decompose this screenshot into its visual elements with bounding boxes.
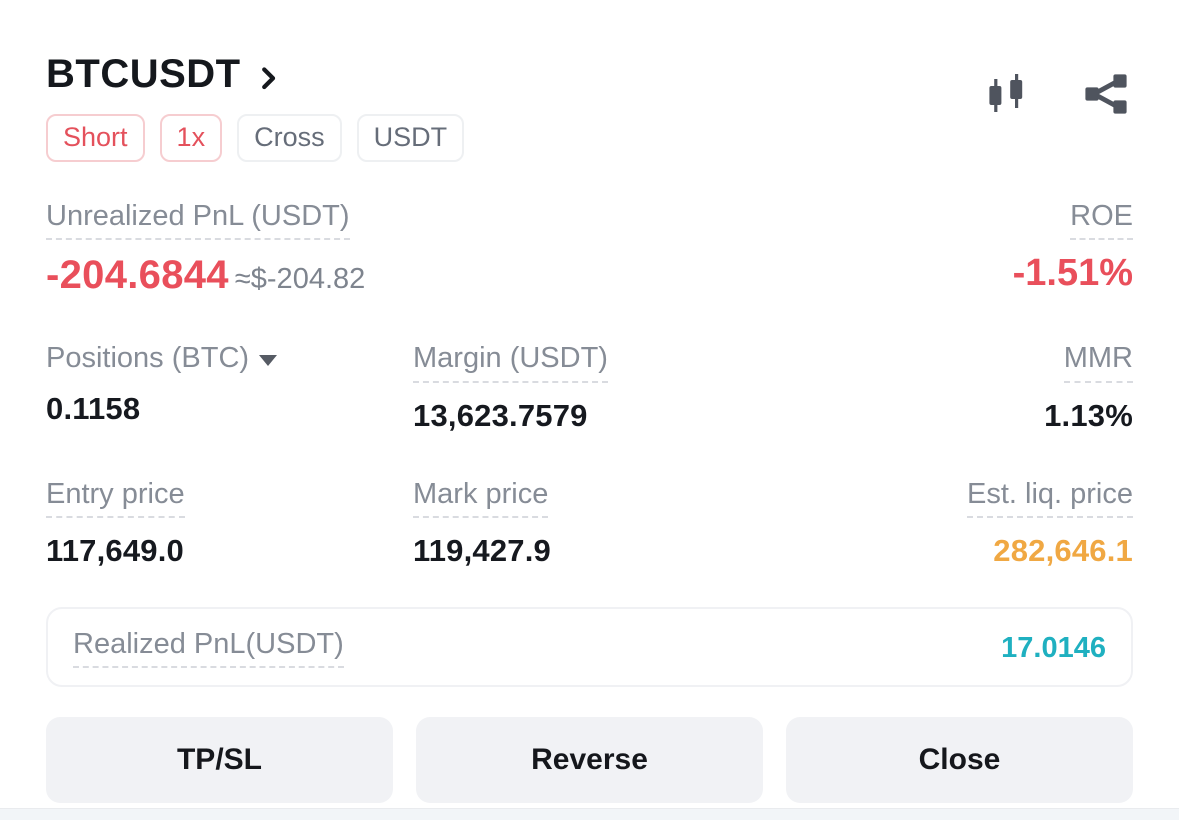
stats-row-2: Entry price 117,649.0 Mark price 119,427… [46, 478, 1133, 569]
liq-price-value: 282,646.1 [993, 533, 1133, 569]
chevron-right-icon [253, 60, 283, 94]
unrealized-pnl-block: Unrealized PnL (USDT) -204.6844 ≈$-204.8… [46, 200, 365, 298]
actions-row: TP/SL Reverse Close [46, 717, 1133, 804]
candlestick-chart-icon[interactable] [983, 70, 1031, 118]
stat-mmr: MMR 1.13% [903, 342, 1133, 433]
caret-down-icon[interactable] [259, 354, 278, 366]
stats-row-1: Positions (BTC) 0.1158 Margin (USDT) 13,… [46, 342, 1133, 433]
liq-price-label: Est. liq. price [967, 478, 1133, 519]
mark-price-label: Mark price [413, 478, 549, 519]
reverse-button[interactable]: Reverse [416, 717, 763, 804]
realized-pnl-value: 17.0146 [1001, 631, 1106, 664]
margin-value: 13,623.7579 [413, 397, 588, 433]
realized-pnl-label: Realized PnL(USDT) [73, 628, 344, 669]
symbol-selector[interactable]: BTCUSDT [46, 52, 464, 97]
pnl-section: Unrealized PnL (USDT) -204.6844 ≈$-204.8… [46, 200, 1133, 298]
header: BTCUSDT Short 1x Cross USDT [46, 52, 1133, 162]
stat-entry-price: Entry price 117,649.0 [46, 478, 413, 569]
roe-label: ROE [1070, 200, 1133, 241]
unrealized-pnl-value: -204.6844 [46, 253, 229, 298]
stat-liq-price: Est. liq. price 282,646.1 [903, 478, 1133, 569]
symbol-title: BTCUSDT [46, 52, 241, 96]
mmr-value: 1.13% [1044, 397, 1133, 433]
tag-asset: USDT [356, 114, 465, 162]
tag-leverage: 1x [159, 114, 223, 162]
roe-block: ROE -1.51% [1013, 200, 1133, 295]
tag-margin-mode: Cross [237, 114, 342, 162]
stat-mark-price: Mark price 119,427.9 [413, 478, 903, 569]
close-button[interactable]: Close [786, 717, 1133, 804]
tpsl-button[interactable]: TP/SL [46, 717, 393, 804]
mark-price-value: 119,427.9 [413, 533, 552, 569]
stat-margin: Margin (USDT) 13,623.7579 [413, 342, 903, 433]
unrealized-pnl-approx: ≈$-204.82 [234, 263, 366, 296]
realized-pnl-box: Realized PnL(USDT) 17.0146 [46, 607, 1133, 688]
unrealized-pnl-label: Unrealized PnL (USDT) [46, 200, 350, 241]
margin-label: Margin (USDT) [413, 342, 608, 383]
roe-value: -1.51% [1012, 252, 1133, 295]
bottom-strip [0, 808, 1179, 820]
positions-label: Positions (BTC) [46, 342, 250, 375]
entry-price-label: Entry price [46, 478, 185, 519]
entry-price-value: 117,649.0 [46, 533, 185, 569]
tag-side: Short [46, 114, 145, 162]
mmr-label: MMR [1063, 342, 1133, 383]
position-tags: Short 1x Cross USDT [46, 114, 465, 162]
stat-positions: Positions (BTC) 0.1158 [46, 342, 413, 433]
share-icon[interactable] [1083, 70, 1131, 118]
positions-value: 0.1158 [46, 390, 141, 426]
